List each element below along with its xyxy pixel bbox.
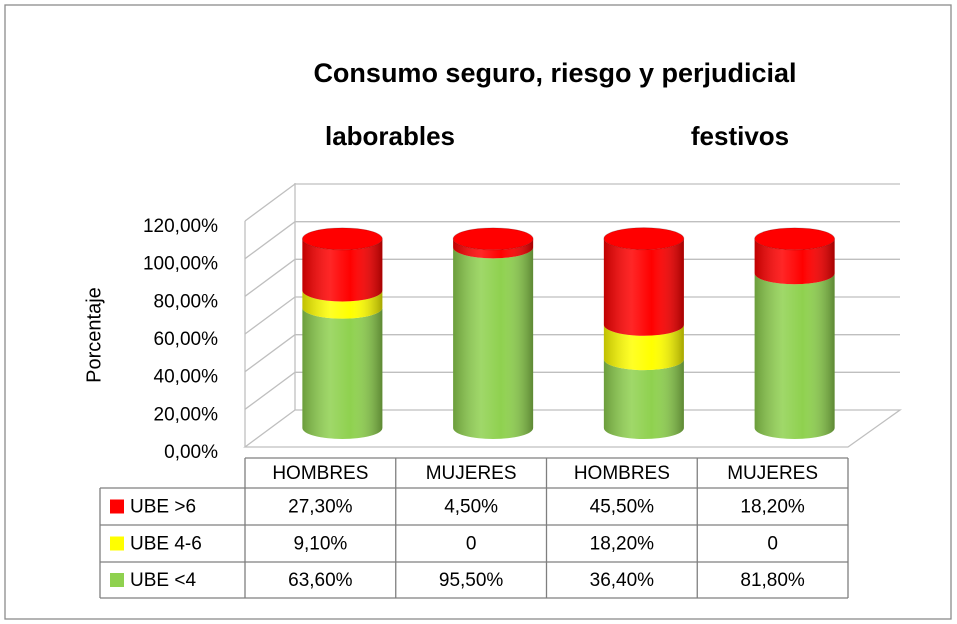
- cylinder-segment: [301, 227, 383, 302]
- table-cell: 18,20%: [590, 534, 655, 555]
- cylinder-segment: [302, 307, 383, 439]
- x-tick-label: MUJERES: [426, 463, 517, 484]
- cylinder-face: [302, 307, 383, 439]
- cylinder-segment: [452, 227, 534, 259]
- table-cell: 4,50%: [444, 497, 498, 518]
- y-tick-label: 40,00%: [154, 367, 219, 388]
- cylinder-face: [302, 238, 383, 302]
- y-tick-label: 20,00%: [154, 404, 219, 425]
- cylinder-segment: [603, 227, 685, 336]
- cylinder-face: [603, 238, 684, 336]
- y-axis-label: Porcentaje: [83, 287, 105, 383]
- grid-line: [244, 371, 900, 410]
- table-cell: 0: [466, 534, 477, 555]
- legend-label: UBE <4: [130, 570, 196, 591]
- legend-label: UBE 4-6: [130, 534, 202, 555]
- grid-line: [244, 183, 900, 222]
- legend-swatch: [110, 536, 124, 551]
- group-label: festivos: [691, 121, 789, 151]
- cylinder-segment: [603, 359, 684, 439]
- grid-line: [244, 334, 900, 373]
- y-tick-label: 0,00%: [164, 442, 218, 463]
- table-cell: 63,60%: [288, 570, 353, 591]
- x-tick-label: HOMBRES: [574, 463, 670, 484]
- cylinder-top: [452, 227, 534, 251]
- x-tick-label: HOMBRES: [272, 463, 368, 484]
- cylinder-face: [754, 273, 835, 439]
- cylinder-face: [453, 247, 534, 439]
- cylinder-face: [754, 238, 835, 285]
- grid-line: [244, 296, 900, 335]
- table-cell: 27,30%: [288, 497, 353, 518]
- floor: [243, 409, 903, 448]
- chart-title: Consumo seguro, riesgo y perjudicial: [313, 58, 796, 88]
- cylinder-top: [301, 227, 383, 251]
- cylinder-segment: [302, 290, 383, 319]
- x-tick-label: MUJERES: [727, 463, 818, 484]
- y-tick-label: 80,00%: [154, 291, 219, 312]
- group-label: laborables: [325, 121, 455, 151]
- grid-line: [244, 258, 900, 297]
- cylinder-segment: [453, 247, 534, 439]
- cylinder-face: [453, 238, 534, 259]
- cylinder-top: [754, 227, 836, 251]
- table-cell: 18,20%: [740, 497, 805, 518]
- table-cell: 36,40%: [590, 570, 655, 591]
- table-cell: 45,50%: [590, 497, 655, 518]
- table-cell: 81,80%: [740, 570, 805, 591]
- cylinder-face: [603, 359, 684, 439]
- legend-swatch: [110, 573, 124, 587]
- legend-swatch: [110, 499, 124, 514]
- y-tick-label: 120,00%: [143, 216, 218, 237]
- cylinder-segment: [603, 324, 684, 371]
- y-tick-label: 100,00%: [143, 254, 218, 275]
- legend-label: UBE >6: [130, 497, 196, 518]
- table-cell: 0: [767, 534, 778, 555]
- cylinder-top: [603, 227, 685, 251]
- y-tick-label: 60,00%: [154, 329, 219, 350]
- grid-line: [244, 221, 900, 260]
- cylinder-face: [302, 290, 383, 319]
- table-cell: 9,10%: [293, 534, 347, 555]
- cylinder-segment: [754, 273, 835, 439]
- table-cell: 95,50%: [439, 570, 504, 591]
- cylinder-face: [603, 324, 684, 371]
- cylinder-segment: [754, 227, 836, 285]
